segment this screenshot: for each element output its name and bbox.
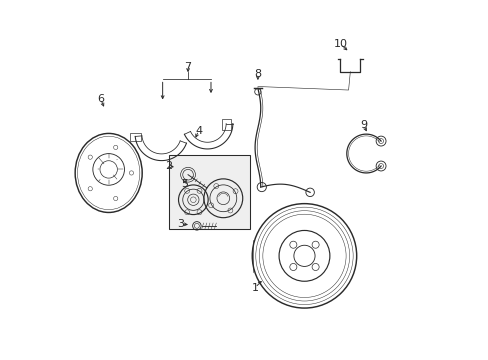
Text: 9: 9 [360, 120, 366, 130]
Text: 5: 5 [181, 179, 188, 189]
Text: 2: 2 [165, 161, 172, 171]
Text: 10: 10 [333, 39, 347, 49]
Bar [168, 155, 249, 229]
Bar [222, 119, 230, 130]
Bar [130, 133, 140, 141]
Text: 6: 6 [97, 94, 104, 104]
Text: 7: 7 [184, 62, 191, 72]
Text: 1: 1 [251, 283, 258, 293]
Text: 8: 8 [254, 69, 261, 79]
Text: 3: 3 [177, 219, 184, 229]
Text: 4: 4 [195, 126, 202, 136]
